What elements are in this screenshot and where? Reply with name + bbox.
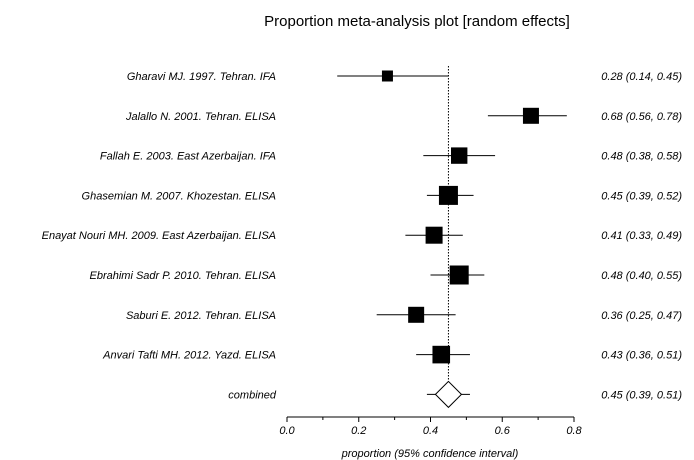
x-tick-label: 0.8 (566, 425, 582, 437)
study-row: Ebrahimi Sadr P. 2010. Tehran. ELISA 0.48… (89, 265, 682, 285)
study-estimate-marker (425, 226, 443, 244)
x-axis-label: proportion (95% confidence interval) (341, 448, 519, 460)
x-tick-label: 0.0 (279, 425, 295, 437)
x-axis: 0.0 0.2 0.4 0.6 0.8 (279, 416, 583, 437)
study-row: Enayat Nouri MH. 2009. East Azerbaijan. … (42, 226, 682, 244)
ci-text: 0.68 (0.56, 0.78) (601, 111, 682, 123)
study-estimate-marker (451, 147, 468, 164)
x-tick-label: 0.2 (351, 425, 366, 437)
ci-text: 0.41 (0.33, 0.49) (601, 230, 682, 242)
study-label: Anvari Tafti MH. 2012. Yazd. ELISA (102, 350, 276, 362)
study-row: Saburi E. 2012. Tehran. ELISA 0.36 (0.25,… (126, 306, 682, 323)
study-label: Gharavi MJ. 1997. Tehran. IFA (127, 71, 276, 83)
ci-text: 0.48 (0.40, 0.55) (601, 270, 682, 282)
combined-label: combined (228, 389, 277, 401)
ci-text: 0.45 (0.39, 0.52) (601, 190, 682, 202)
study-estimate-marker (449, 265, 469, 285)
combined-diamond (434, 380, 463, 409)
study-row: Anvari Tafti MH. 2012. Yazd. ELISA 0.43 (… (102, 345, 682, 364)
study-label: Fallah E. 2003. East Azerbaijan. IFA (100, 151, 276, 163)
study-label: Enayat Nouri MH. 2009. East Azerbaijan. … (42, 230, 276, 242)
study-estimate-marker (408, 306, 425, 323)
study-rows: Gharavi MJ. 1997. Tehran. IFA 0.28 (0.14,… (42, 66, 682, 409)
study-label: Saburi E. 2012. Tehran. ELISA (126, 310, 276, 322)
study-estimate-marker (522, 107, 539, 124)
x-tick-label: 0.6 (495, 425, 511, 437)
study-row: Jalallo N. 2001. Tehran. ELISA 0.68 (0.56… (125, 107, 682, 124)
combined-ci-text: 0.45 (0.39, 0.51) (601, 389, 682, 401)
chart-title: Proportion meta-analysis plot [random ef… (264, 13, 570, 30)
study-label: Jalallo N. 2001. Tehran. ELISA (125, 111, 276, 123)
ci-text: 0.43 (0.36, 0.51) (601, 350, 682, 362)
ci-text: 0.36 (0.25, 0.47) (601, 310, 682, 322)
study-estimate-marker (432, 345, 451, 364)
combined-row: combined 0.45 (0.39, 0.51) (228, 380, 682, 409)
study-row: Fallah E. 2003. East Azerbaijan. IFA 0.48… (100, 147, 682, 164)
study-estimate-marker (381, 70, 393, 82)
ci-text: 0.48 (0.38, 0.58) (601, 151, 682, 163)
ci-text: 0.28 (0.14, 0.45) (601, 71, 682, 83)
study-row: Ghasemian M. 2007. Khozestan. ELISA 0.45 … (82, 185, 682, 205)
study-label: Ghasemian M. 2007. Khozestan. ELISA (82, 190, 276, 202)
study-label: Ebrahimi Sadr P. 2010. Tehran. ELISA (89, 270, 276, 282)
study-row: Gharavi MJ. 1997. Tehran. IFA 0.28 (0.14,… (127, 70, 682, 83)
study-estimate-marker (438, 185, 458, 205)
x-tick-label: 0.4 (423, 425, 438, 437)
